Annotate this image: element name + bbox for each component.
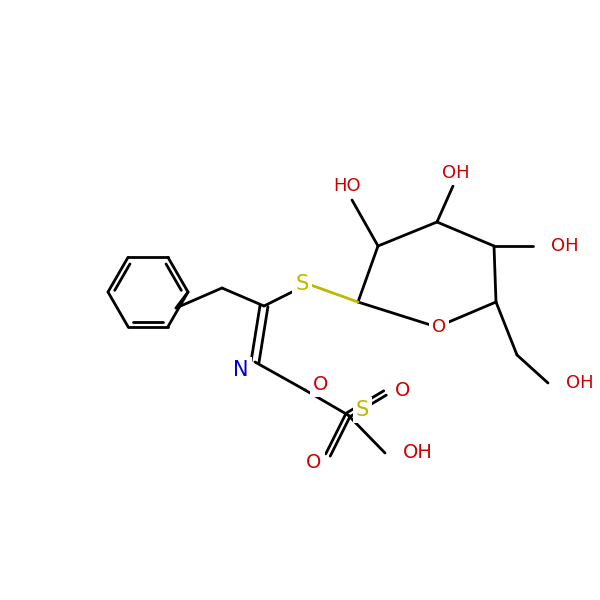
Text: OH: OH	[403, 443, 433, 463]
Text: O: O	[313, 376, 328, 395]
Text: OH: OH	[566, 374, 593, 392]
Text: S: S	[356, 400, 369, 420]
Text: O: O	[307, 454, 322, 473]
Text: S: S	[295, 274, 308, 294]
Text: N: N	[233, 360, 249, 380]
Text: OH: OH	[442, 164, 470, 182]
Text: OH: OH	[551, 237, 578, 255]
Text: O: O	[432, 318, 446, 336]
Text: HO: HO	[333, 177, 361, 195]
Text: O: O	[395, 380, 410, 400]
